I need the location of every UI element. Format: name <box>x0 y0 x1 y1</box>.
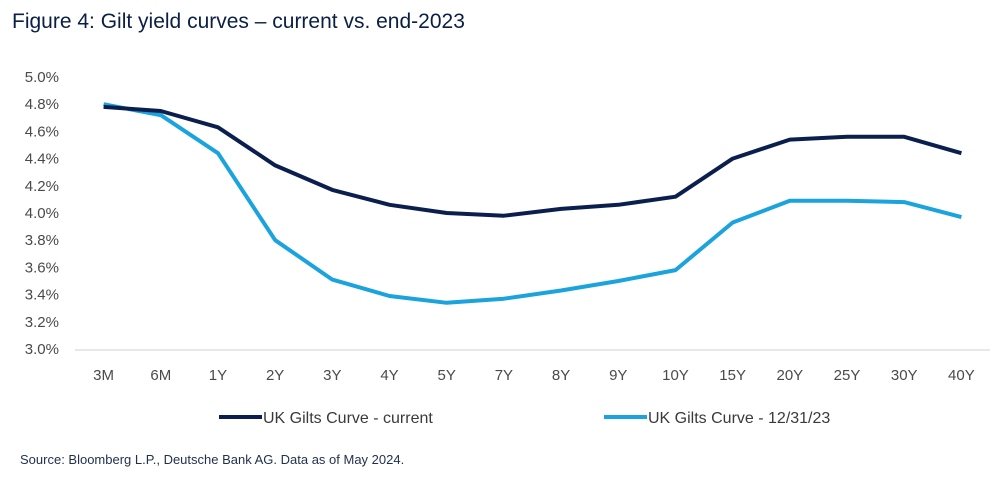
y-tick-label: 3.8% <box>25 232 59 249</box>
x-tick-label: 3Y <box>323 367 341 384</box>
x-tick-label: 30Y <box>891 367 918 384</box>
y-tick-label: 4.2% <box>25 178 59 195</box>
series-line <box>103 104 962 218</box>
x-axis-tick-labels: 3M 6M 1Y 2Y 3Y 4Y 5Y 7Y 8Y 9Y 10Y 15Y 20Y 25Y 30Y 40Y <box>93 367 975 384</box>
x-tick-label: 10Y <box>662 367 689 384</box>
legend-label: UK Gilts Curve - current <box>263 410 433 427</box>
y-axis-tick-labels: 3.0% 3.2% 3.4% 3.6% 3.8% 4.0% 4.2% 4.4% 4.6% 4.8%… <box>25 69 59 358</box>
y-tick-label: 3.0% <box>25 341 59 358</box>
x-tick-label: 9Y <box>609 367 627 384</box>
y-tick-label: 3.2% <box>25 314 59 331</box>
source-note: Source: Bloomberg L.P., Deutsche Bank AG… <box>20 452 405 467</box>
y-tick-label: 4.4% <box>25 151 59 168</box>
y-tick-label: 3.4% <box>25 287 59 304</box>
legend: UK Gilts Curve - current UK Gilts Curve -… <box>219 410 830 427</box>
y-tick-label: 4.8% <box>25 96 59 113</box>
chart-title: Figure 4: Gilt yield curves – current vs… <box>12 10 465 33</box>
x-tick-label: 6M <box>150 367 171 384</box>
x-tick-label: 20Y <box>776 367 803 384</box>
x-tick-label: 5Y <box>438 367 456 384</box>
y-tick-label: 4.0% <box>25 205 59 222</box>
series-lines <box>103 102 962 305</box>
y-tick-label: 4.6% <box>25 123 59 140</box>
x-tick-label: 15Y <box>719 367 746 384</box>
x-tick-label: 2Y <box>266 367 284 384</box>
x-tick-label: 1Y <box>209 367 227 384</box>
x-tick-label: 7Y <box>495 367 513 384</box>
x-tick-label: 25Y <box>834 367 861 384</box>
legend-label: UK Gilts Curve - 12/31/23 <box>648 410 830 427</box>
x-tick-label: 3M <box>93 367 114 384</box>
x-tick-label: 8Y <box>552 367 570 384</box>
y-tick-label: 3.6% <box>25 259 59 276</box>
x-tick-label: 40Y <box>948 367 975 384</box>
x-tick-label: 4Y <box>380 367 398 384</box>
series-line <box>103 102 962 305</box>
y-tick-label: 5.0% <box>25 69 59 86</box>
